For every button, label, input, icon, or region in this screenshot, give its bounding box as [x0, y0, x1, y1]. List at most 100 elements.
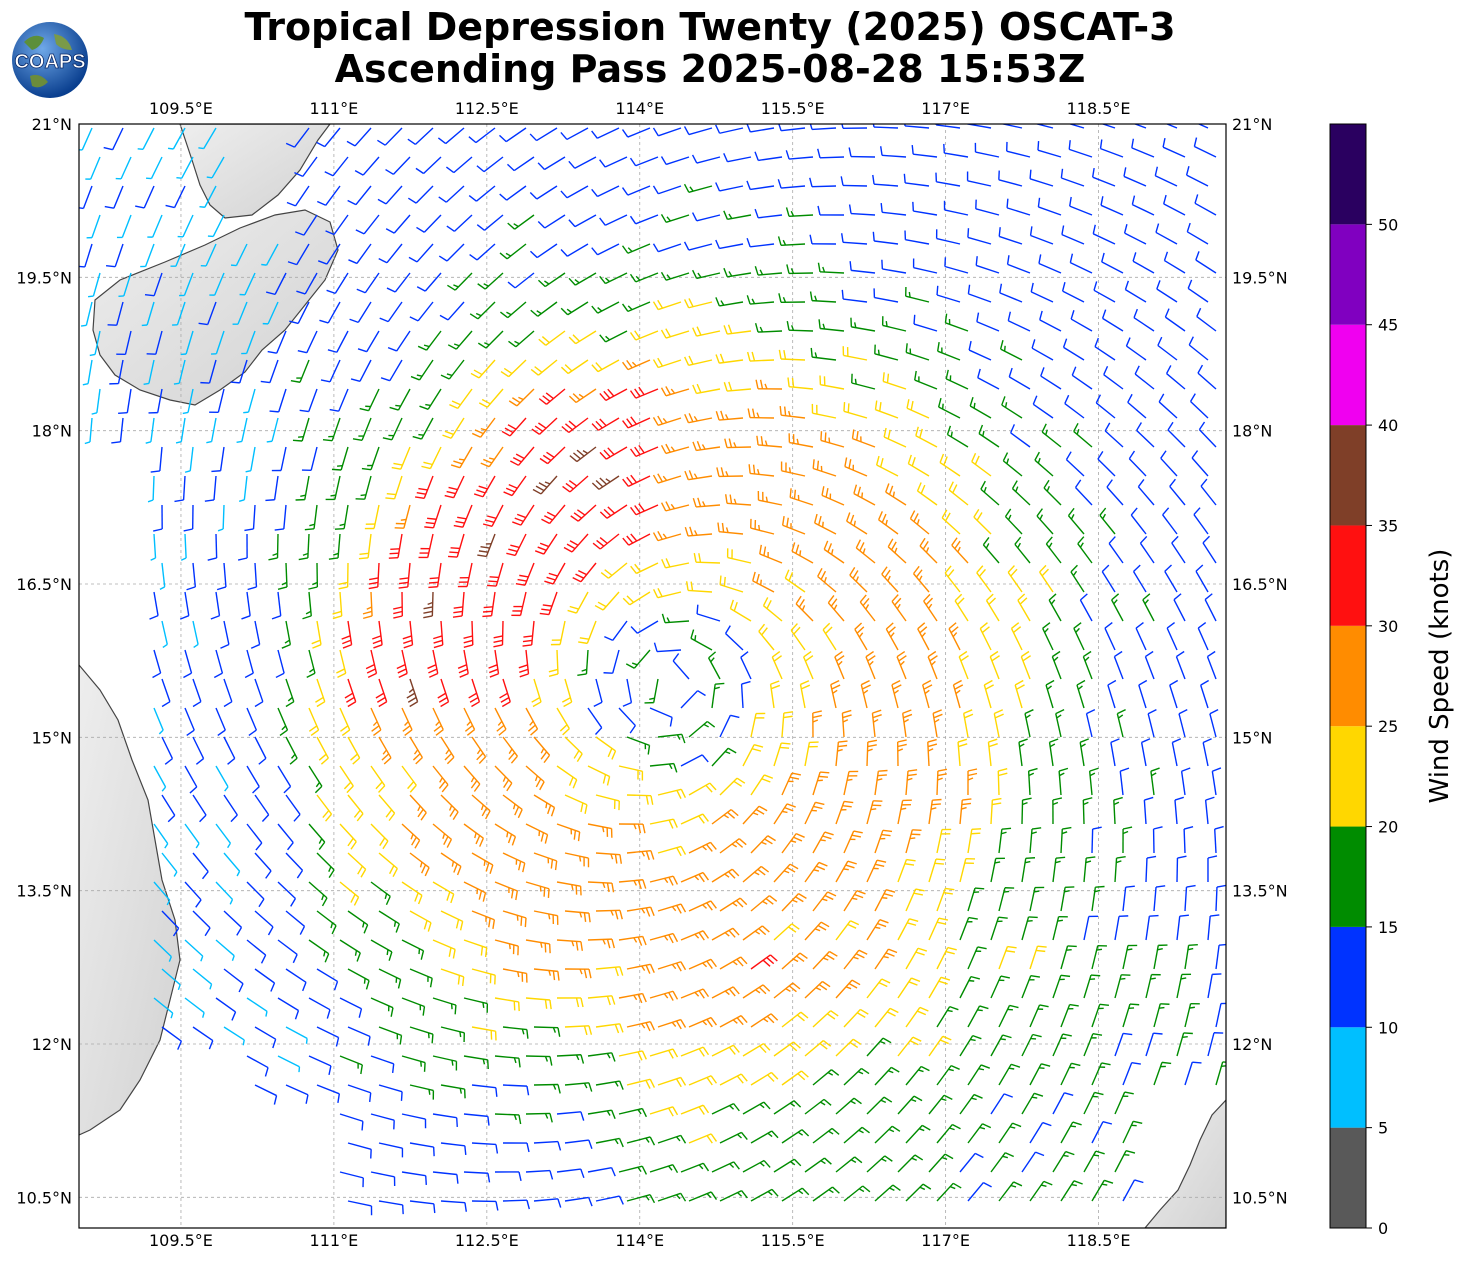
- wind-barb: [817, 262, 845, 274]
- wind-barb: [1197, 622, 1209, 651]
- wind-barb: [957, 738, 968, 767]
- wind-barb: [564, 852, 590, 868]
- wind-barb: [993, 709, 1004, 738]
- wind-barb: [1185, 165, 1209, 187]
- wind-barb: [1083, 974, 1101, 999]
- wind-barb: [834, 650, 845, 680]
- wind-barb: [750, 774, 774, 796]
- wind-barb: [990, 916, 1008, 941]
- wind-barb: [936, 285, 961, 303]
- wind-barb: [1076, 679, 1086, 709]
- wind-barb: [388, 533, 403, 559]
- wind-barb: [1197, 364, 1217, 390]
- wind-barb: [715, 297, 744, 307]
- wind-barb: [973, 508, 992, 535]
- wind-barb: [215, 997, 237, 1021]
- wind-barb: [812, 1069, 840, 1086]
- wind-barb: [223, 968, 244, 993]
- wind-barb: [339, 881, 360, 906]
- wind-barb: [315, 678, 326, 708]
- wind-barb: [1052, 915, 1068, 941]
- wind-barb: [795, 595, 814, 622]
- wind-barb: [742, 1159, 771, 1173]
- lat-tick-label-left: 19.5°N: [16, 268, 72, 287]
- wind-barb: [285, 910, 306, 935]
- wind-barb: [494, 823, 517, 846]
- wind-barb: [417, 330, 442, 351]
- wind-barb: [150, 446, 163, 473]
- wind-barb: [657, 903, 687, 914]
- wind-barb: [591, 185, 620, 198]
- wind-barb: [626, 1078, 656, 1089]
- wind-barb: [1195, 564, 1209, 593]
- wind-barb: [564, 910, 591, 923]
- colorbar-tick-label: 35: [1378, 516, 1398, 535]
- wind-barb: [757, 490, 783, 506]
- wind-barb: [912, 201, 938, 216]
- wind-barb: [719, 1073, 748, 1086]
- wind-barb: [883, 427, 907, 448]
- wind-barb: [339, 765, 354, 794]
- wind-barb: [440, 794, 459, 821]
- wind-barb: [146, 330, 163, 355]
- wind-barb: [844, 457, 868, 477]
- wind-barb: [1010, 424, 1031, 448]
- wind-barb: [967, 946, 987, 970]
- wind-barb: [377, 127, 403, 146]
- wind-barb: [916, 482, 938, 506]
- wind-barb: [1070, 310, 1093, 332]
- wind-barb: [688, 900, 717, 912]
- wind-barb: [1211, 767, 1222, 796]
- wind-barb: [1041, 423, 1062, 448]
- wind-barb: [469, 243, 496, 261]
- wind-barb: [874, 344, 899, 361]
- wind-barb: [846, 512, 868, 535]
- wind-barb: [948, 481, 969, 506]
- wind-barb: [285, 127, 310, 148]
- wind-barb: [626, 906, 655, 917]
- wind-barb: [533, 1140, 562, 1151]
- wind-barb: [1158, 393, 1178, 419]
- wind-barb: [683, 183, 713, 194]
- wind-barb: [1167, 421, 1186, 448]
- wind-barb: [1085, 709, 1096, 738]
- wind-barb: [1153, 1061, 1172, 1086]
- lat-tick-label-right: 16.5°N: [1232, 575, 1288, 594]
- wind-barb: [850, 317, 876, 332]
- wind-barb: [936, 887, 955, 912]
- wind-barb: [370, 707, 382, 736]
- wind-barb: [787, 377, 814, 390]
- wind-barb: [494, 707, 507, 736]
- wind-barb: [959, 975, 981, 999]
- wind-barb: [500, 359, 527, 378]
- wind-barb: [1189, 393, 1209, 419]
- wind-barb: [296, 272, 318, 295]
- wind-barb: [401, 939, 425, 960]
- wind-barb: [1021, 916, 1038, 941]
- wind-barb: [1088, 767, 1099, 796]
- wind-barb: [287, 243, 310, 266]
- wind-barb: [618, 1165, 648, 1175]
- wind-barb: [789, 488, 814, 506]
- wind-barb: [809, 234, 837, 245]
- wind-barb: [951, 537, 969, 564]
- wind-barb: [755, 379, 783, 390]
- wind-barb: [595, 966, 624, 977]
- wind-barb: [715, 239, 744, 250]
- wind-barb: [814, 513, 837, 535]
- wind-barb: [1116, 708, 1126, 738]
- wind-barb: [622, 533, 651, 546]
- wind-barb: [149, 591, 159, 620]
- wind-barb: [1164, 564, 1178, 593]
- wind-barb: [254, 794, 270, 822]
- wind-barb: [1060, 1003, 1079, 1028]
- wind-barb: [285, 1084, 309, 1104]
- wind-barb: [179, 591, 190, 620]
- wind-barb: [626, 963, 655, 974]
- wind-barb: [719, 1131, 748, 1144]
- lon-tick-label-top: 114°E: [615, 99, 664, 118]
- wind-barb: [977, 368, 1000, 390]
- wind-barb: [905, 1124, 931, 1144]
- wind-barb: [649, 932, 679, 944]
- wind-barb: [294, 156, 318, 178]
